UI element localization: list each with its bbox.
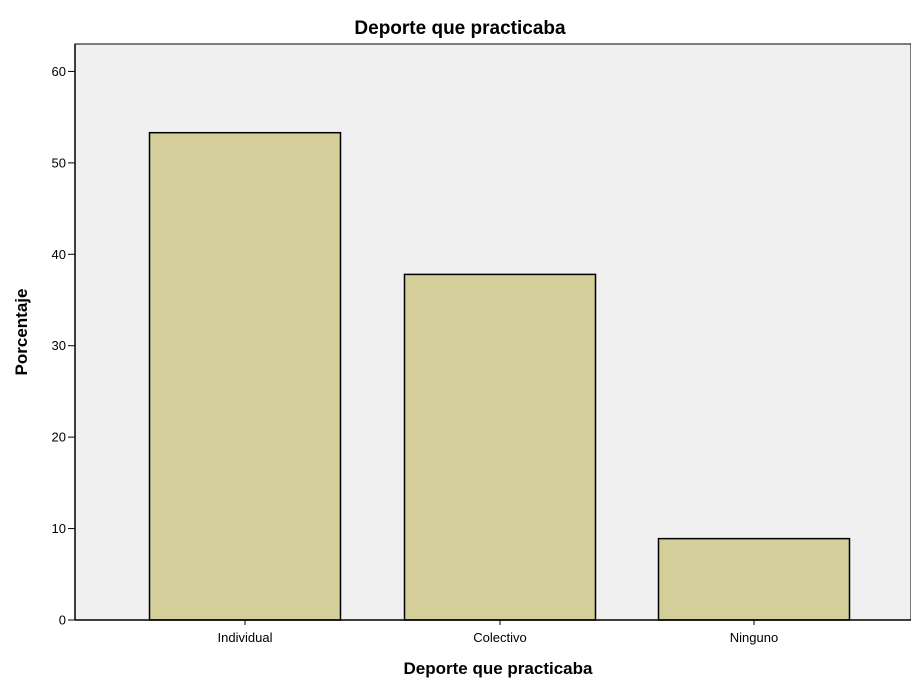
y-tick-label-60: 60: [52, 64, 66, 79]
y-tick-label-30: 30: [52, 338, 66, 353]
y-tick-label-50: 50: [52, 155, 66, 170]
bar-individual: [148, 131, 342, 621]
y-axis-title: Porcentaje: [12, 289, 31, 376]
y-tick-label-20: 20: [52, 430, 66, 445]
chart-title: Deporte que practicaba: [354, 18, 566, 39]
x-tick-label-ninguno: Ninguno: [730, 630, 778, 645]
x-ticks: Individual Colectivo Ninguno: [218, 620, 778, 645]
y-tick-label-40: 40: [52, 247, 66, 262]
bar-colectivo: [403, 273, 597, 621]
bar-ninguno: [657, 537, 851, 621]
y-tick-label-10: 10: [52, 521, 66, 536]
x-tick-label-individual: Individual: [218, 630, 273, 645]
x-axis-title: Deporte que practicaba: [404, 659, 593, 678]
x-tick-label-colectivo: Colectivo: [473, 630, 526, 645]
axes-layer: [74, 44, 911, 621]
y-ticks: 0 10 20 30 40 50 60: [52, 64, 75, 628]
y-tick-label-0: 0: [59, 613, 66, 628]
